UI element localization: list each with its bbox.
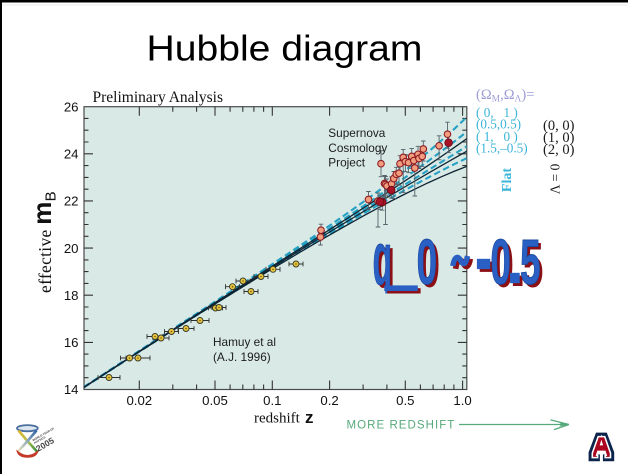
svg-text:(0.5,0.5): (0.5,0.5) <box>476 117 521 132</box>
svg-text:5: 5 <box>523 231 544 302</box>
svg-text:0.2: 0.2 <box>320 393 338 408</box>
svg-text:MORE REDSHIFT: MORE REDSHIFT <box>347 420 456 432</box>
svg-text:(1, 0): (1, 0) <box>543 130 575 146</box>
svg-text:PHYSICS: PHYSICS <box>33 435 46 445</box>
svg-text:1.0: 1.0 <box>453 393 471 408</box>
svg-text:22: 22 <box>64 194 79 209</box>
svg-text:Flat: Flat <box>500 168 515 192</box>
svg-text:0.5: 0.5 <box>396 393 414 408</box>
svg-text:14: 14 <box>64 382 79 397</box>
svg-text:0: 0 <box>490 228 511 299</box>
svg-text:0: 0 <box>419 231 440 302</box>
svg-text:(ΩM,ΩΛ)=: (ΩM,ΩΛ)= <box>476 87 534 105</box>
svg-text:Preliminary Analysis: Preliminary Analysis <box>93 89 224 106</box>
svg-text:0.02: 0.02 <box>126 393 152 408</box>
svg-text:Supernova: Supernova <box>328 126 385 140</box>
svg-text:20: 20 <box>64 241 79 256</box>
svg-text:q: q <box>373 218 392 301</box>
svg-text:Hamuy et al: Hamuy et al <box>213 335 276 349</box>
svg-text:(A.J. 1996): (A.J. 1996) <box>213 350 271 364</box>
svg-text:z: z <box>305 408 314 427</box>
svg-text:0.1: 0.1 <box>263 393 281 408</box>
svg-text:Hubble diagram: Hubble diagram <box>147 27 423 68</box>
svg-text:Λ = 0: Λ = 0 <box>548 163 563 194</box>
svg-text:( 0, 1 ): ( 0, 1 ) <box>476 105 518 120</box>
svg-text:q: q <box>375 221 394 304</box>
svg-text:5: 5 <box>520 228 541 299</box>
svg-text:0.05: 0.05 <box>202 393 228 408</box>
svg-text:redshift: redshift <box>254 410 301 426</box>
svg-text:18: 18 <box>64 288 79 303</box>
svg-text:(1.5,–0.5): (1.5,–0.5) <box>476 141 528 156</box>
svg-text:( 1, 0 ): ( 1, 0 ) <box>476 129 518 144</box>
svg-text:26: 26 <box>64 99 79 114</box>
svg-text:16: 16 <box>64 335 79 350</box>
svg-text:0: 0 <box>493 231 514 302</box>
svg-text:Project: Project <box>328 155 365 169</box>
svg-text:24: 24 <box>64 147 79 162</box>
svg-text:0: 0 <box>417 228 438 299</box>
svg-text:(0, 0): (0, 0) <box>543 118 575 134</box>
svg-text:Cosmology: Cosmology <box>328 141 387 155</box>
svg-text:(2, 0): (2, 0) <box>543 142 575 158</box>
